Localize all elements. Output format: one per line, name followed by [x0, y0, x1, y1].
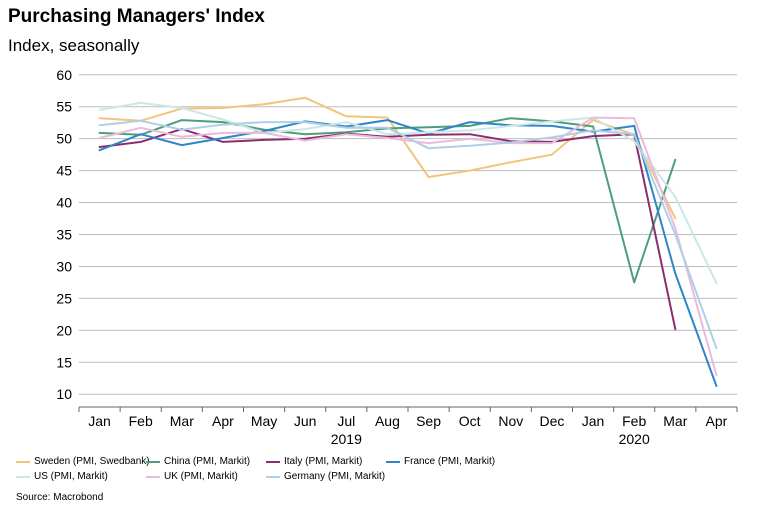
series-line-1: [98, 117, 677, 284]
y-tick-label: 40: [56, 195, 72, 211]
legend-item: Italy (PMI, Markit): [266, 456, 362, 467]
y-axis-ticks: 10 15 20 25 30 35 40 45 50 55 60: [56, 67, 72, 402]
x-tick-label: Aug: [375, 413, 400, 429]
y-tick-label: 20: [56, 322, 72, 338]
legend-swatch: [266, 460, 280, 463]
series-lines: [98, 96, 718, 387]
x-tick-label: Mar: [170, 413, 194, 429]
y-tick-label: 25: [56, 290, 72, 306]
gridlines: [79, 74, 737, 395]
legend-label: China (PMI, Markit): [164, 456, 251, 467]
legend-item: Germany (PMI, Markit): [266, 471, 385, 482]
series-line-5: [98, 116, 718, 377]
y-tick-label: 45: [56, 163, 72, 179]
legend-label: Italy (PMI, Markit): [284, 456, 363, 467]
series-line-2: [98, 128, 677, 331]
y-tick-label: 60: [56, 67, 72, 83]
source-note: Source: Macrobond: [16, 492, 104, 503]
x-tick-label: Jan: [88, 413, 111, 429]
y-axis-label: Index, seasonally: [8, 36, 140, 55]
legend-item: Sweden (PMI, Swedbank): [16, 456, 150, 467]
x-tick-label: Feb: [622, 413, 646, 429]
legend-item: China (PMI, Markit): [146, 456, 250, 467]
legend-swatch: [266, 475, 280, 478]
series-line-4: [98, 101, 718, 285]
x-tick-label: Jan: [582, 413, 605, 429]
x-year-label: 2019: [331, 431, 362, 447]
x-year-label: 2020: [619, 431, 650, 447]
x-tick-label: Apr: [706, 413, 728, 429]
x-tick-label: Sep: [416, 413, 441, 429]
legend-item: UK (PMI, Markit): [146, 471, 238, 482]
legend-label: Germany (PMI, Markit): [284, 471, 386, 482]
x-axis: Jan Feb Mar Apr May Jun Jul Aug Sep Oct Nov Dec Jan F…: [78, 406, 738, 447]
legend-swatch: [146, 460, 160, 463]
legend-swatch: [16, 460, 30, 463]
legend-swatch: [16, 475, 30, 478]
y-tick-label: 30: [56, 258, 72, 274]
x-tick-label: Nov: [498, 413, 523, 429]
x-tick-label: Mar: [663, 413, 687, 429]
legend-label: Sweden (PMI, Swedbank): [34, 456, 150, 467]
x-tick-label: Dec: [539, 413, 564, 429]
x-tick-label: Oct: [459, 413, 481, 429]
series-line-6: [98, 119, 718, 350]
y-tick-label: 10: [56, 386, 72, 402]
x-tick-label: May: [251, 413, 277, 429]
x-tick-label: Feb: [129, 413, 153, 429]
x-tick-label: Jun: [294, 413, 317, 429]
y-tick-label: 50: [56, 131, 72, 147]
legend-swatch: [146, 475, 160, 478]
legend-label: France (PMI, Markit): [404, 456, 496, 467]
legend-item: France (PMI, Markit): [386, 456, 495, 467]
y-tick-label: 15: [56, 354, 72, 370]
x-tick-label: Jul: [337, 413, 355, 429]
x-tick-label: Apr: [212, 413, 234, 429]
series-line-0: [98, 96, 677, 220]
legend-label: US (PMI, Markit): [34, 471, 108, 482]
legend-label: UK (PMI, Markit): [164, 471, 238, 482]
chart-title: Purchasing Managers' Index: [8, 6, 265, 27]
legend-item: US (PMI, Markit): [16, 471, 108, 482]
pmi-line-chart: 10 15 20 25 30 35 40 45 50 55 60 Jan Feb Mar Apr May Ju…: [56, 67, 738, 447]
legend-swatch: [386, 460, 400, 463]
y-tick-label: 55: [56, 99, 72, 115]
series-line-3: [98, 119, 718, 387]
y-tick-label: 35: [56, 227, 72, 243]
